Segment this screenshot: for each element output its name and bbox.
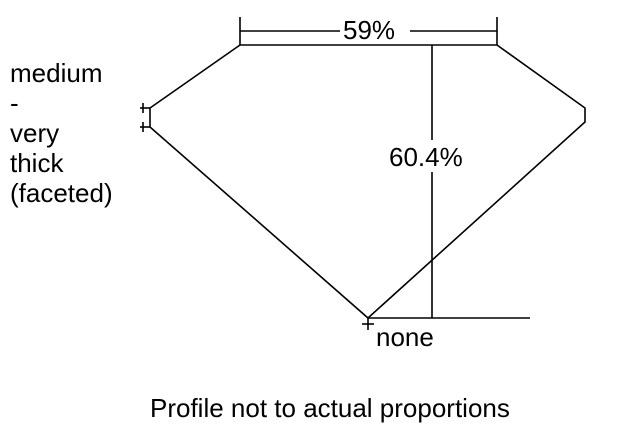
girdle-label-line: very xyxy=(10,118,60,148)
culet-marker xyxy=(362,318,374,330)
depth-dimension-line xyxy=(368,45,530,319)
girdle-label-line: thick xyxy=(10,148,64,178)
depth-percent-label: 60.4% xyxy=(389,142,463,172)
gem-outline xyxy=(149,44,586,320)
culet-label: none xyxy=(376,322,434,352)
girdle-label-line: (faceted) xyxy=(10,178,113,208)
table-dimension-line xyxy=(239,17,498,45)
girdle-label-line: medium xyxy=(10,58,103,88)
girdle-thickness-label: medium - very thick (faceted) xyxy=(10,58,113,208)
girdle-label-line: - xyxy=(10,88,19,118)
table-percent-label: 59% xyxy=(343,15,396,45)
girdle-marker xyxy=(140,103,150,132)
caption: Profile not to actual proportions xyxy=(150,393,510,423)
